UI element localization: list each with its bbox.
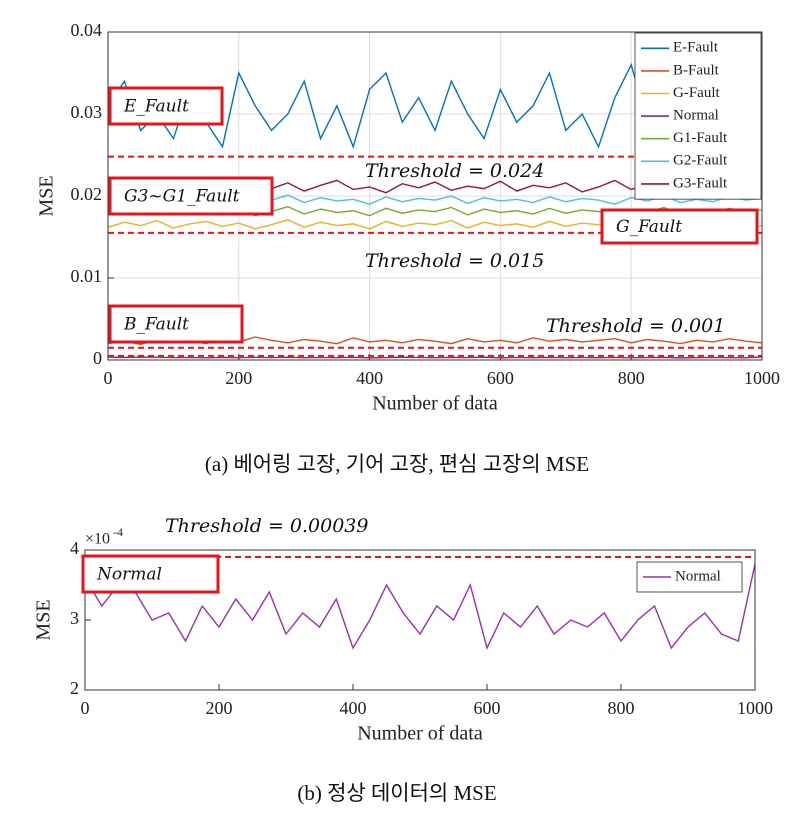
- y-multiplier-exponent: -4: [113, 525, 123, 539]
- x-tick-label: 800: [618, 368, 645, 388]
- legend-label: G-Fault: [673, 85, 720, 101]
- x-tick-label: 600: [487, 368, 514, 388]
- y-tick-label: 2: [70, 678, 79, 698]
- annotation-box: [81, 554, 220, 594]
- y-tick-label: 0.04: [71, 20, 103, 40]
- y-axis-label: MSE: [33, 599, 55, 640]
- x-tick-label: 0: [81, 698, 90, 718]
- threshold-label: Threshold = 0.00039: [165, 515, 368, 537]
- legend-label: B-Fault: [673, 62, 720, 78]
- x-tick-label: 1000: [737, 698, 773, 718]
- annotation-box: [600, 208, 759, 245]
- y-axis-label: MSE: [36, 175, 58, 216]
- threshold-label: Threshold = 0.024: [365, 160, 544, 182]
- annotation-box: [108, 176, 274, 216]
- y-tick-label: 0.02: [71, 184, 103, 204]
- legend-label: G1-Fault: [673, 130, 728, 146]
- annotation-label: B_Fault: [123, 315, 189, 335]
- x-axis-label: Number of data: [372, 393, 498, 415]
- x-tick-label: 200: [206, 698, 233, 718]
- threshold-label: Threshold = 0.015: [365, 250, 544, 272]
- caption: (b) 정상 데이터의 MSE: [297, 781, 496, 805]
- x-tick-label: 400: [356, 368, 383, 388]
- x-tick-label: 600: [474, 698, 501, 718]
- caption: (a) 베어링 고장, 기어 고장, 편심 고장의 MSE: [205, 452, 589, 476]
- y-tick-label: 0.01: [71, 266, 103, 286]
- x-axis-label: Number of data: [357, 723, 483, 745]
- y-tick-label: 3: [70, 608, 79, 628]
- axes-frame: [84, 549, 756, 691]
- legend-label: Normal: [675, 568, 721, 584]
- annotation-box: [108, 304, 244, 344]
- annotation-label: G_Fault: [616, 217, 682, 237]
- data-line: [107, 356, 763, 359]
- x-tick-label: 200: [225, 368, 252, 388]
- x-tick-label: 1000: [744, 368, 780, 388]
- axes-frame: [107, 31, 763, 361]
- threshold-label: Threshold = 0.001: [546, 315, 725, 337]
- annotation-box: [108, 86, 224, 126]
- y-multiplier-base: ×10: [85, 531, 110, 548]
- x-tick-label: 0: [104, 368, 113, 388]
- y-tick-label: 0: [93, 348, 102, 368]
- annotation-label: G3~G1_Fault: [124, 187, 240, 207]
- x-tick-label: 400: [340, 698, 367, 718]
- legend-label: Normal: [673, 108, 719, 124]
- legend-label: G3-Fault: [673, 175, 728, 191]
- legend-label: E-Fault: [673, 40, 719, 56]
- y-tick-label: 0.03: [71, 102, 103, 122]
- data-line: [84, 563, 756, 651]
- legend-label: G2-Fault: [673, 153, 728, 169]
- y-tick-label: 4: [70, 538, 79, 558]
- annotation-label: E_Fault: [123, 97, 189, 117]
- x-tick-label: 800: [608, 698, 635, 718]
- annotation-label: Normal: [96, 565, 162, 585]
